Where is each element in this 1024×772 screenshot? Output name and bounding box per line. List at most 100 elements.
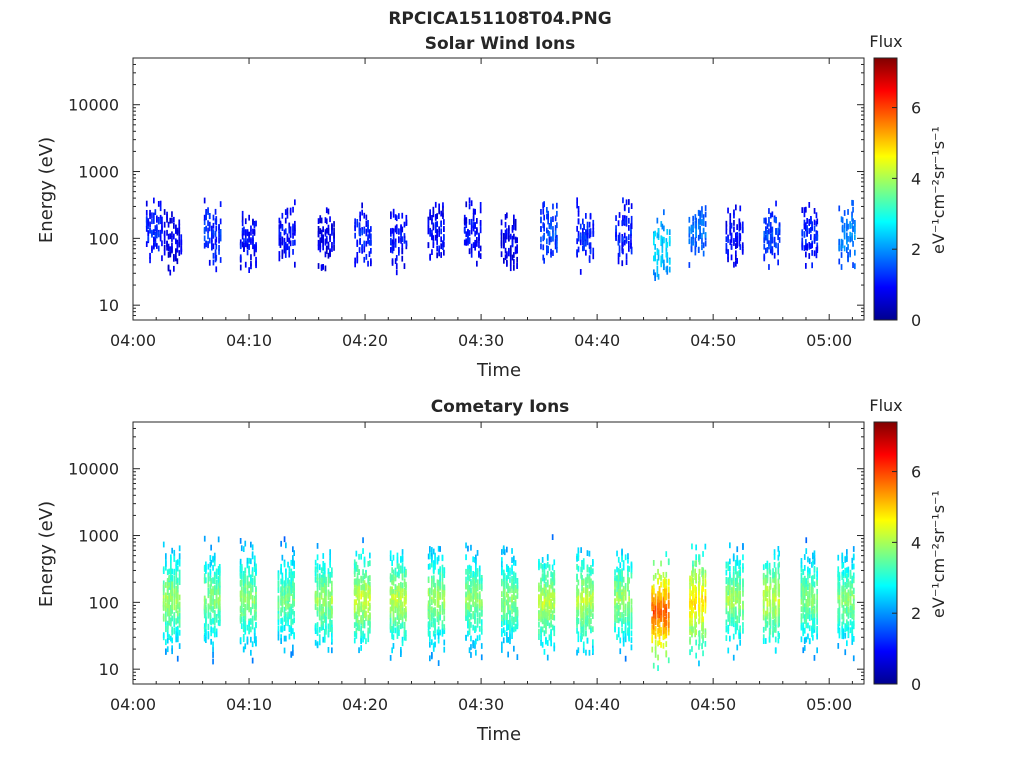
heatmap-cell (507, 607, 509, 613)
heatmap-cell (733, 655, 735, 661)
heatmap-cell (578, 636, 580, 642)
heatmap-cell (439, 630, 441, 636)
heatmap-cell (702, 606, 704, 612)
heatmap-cell (434, 611, 436, 617)
heatmap-cell (248, 566, 250, 572)
heatmap-cell (726, 563, 728, 569)
heatmap-cell (578, 211, 580, 217)
heatmap-cell (290, 611, 292, 617)
heatmap-cell (477, 611, 479, 617)
heatmap-cell (243, 601, 245, 607)
heatmap-cell (473, 209, 475, 215)
heatmap-cell (801, 229, 803, 235)
heatmap-cell (356, 240, 358, 246)
heatmap-cell (553, 559, 555, 565)
heatmap-cell (177, 595, 179, 601)
heatmap-cell (469, 237, 471, 243)
heatmap-cell (328, 253, 330, 259)
heatmap-cell (628, 602, 630, 608)
heatmap-cell (726, 635, 728, 641)
heatmap-cell (540, 217, 542, 223)
heatmap-cell (623, 632, 625, 638)
heatmap-cell (578, 566, 580, 572)
heatmap-cell (220, 219, 222, 225)
heatmap-cell (398, 564, 400, 570)
heatmap-cell (429, 212, 431, 218)
heatmap-cell (552, 216, 554, 222)
heatmap-cell (358, 594, 360, 600)
heatmap-cell (241, 545, 243, 551)
heatmap-cell (400, 608, 402, 614)
heatmap-cell (213, 223, 215, 229)
heatmap-cell (540, 585, 542, 591)
heatmap-cell (506, 614, 508, 620)
heatmap-cell (354, 579, 356, 585)
heatmap-cell (333, 239, 335, 245)
heatmap-cell (173, 234, 175, 240)
heatmap-cell (689, 618, 691, 624)
heatmap-cell (805, 263, 807, 269)
heatmap-cell (515, 606, 517, 612)
heatmap-cell (362, 575, 364, 581)
heatmap-cell (367, 561, 369, 567)
heatmap-cell (542, 627, 544, 633)
heatmap-cell (215, 209, 217, 215)
heatmap-cell (698, 585, 700, 591)
heatmap-cell (321, 237, 323, 243)
heatmap-cell (173, 605, 175, 611)
heatmap-cell (511, 628, 513, 634)
heatmap-cell (587, 222, 589, 228)
heatmap-cell (393, 580, 395, 586)
heatmap-cell (838, 259, 840, 265)
heatmap-cell (285, 636, 287, 642)
heatmap-cell (219, 564, 221, 570)
heatmap-cell (247, 585, 249, 591)
heatmap-cell (319, 564, 321, 570)
heatmap-cell (288, 246, 290, 252)
heatmap-cell (434, 642, 436, 648)
heatmap-cell (618, 632, 620, 638)
heatmap-cell (367, 615, 369, 621)
heatmap-cell (177, 578, 179, 584)
heatmap-cell (631, 216, 633, 222)
heatmap-cell (241, 566, 243, 572)
heatmap-cell (248, 629, 250, 635)
heatmap-cell (583, 242, 585, 248)
heatmap-cell (322, 578, 324, 584)
heatmap-cell (319, 578, 321, 584)
heatmap-cell (331, 567, 333, 573)
heatmap-cell (736, 242, 738, 248)
heatmap-cell (469, 248, 471, 254)
heatmap-cell (362, 602, 364, 608)
heatmap-cell (177, 559, 179, 565)
heatmap-cell (731, 587, 733, 593)
heatmap-cell (472, 598, 474, 604)
heatmap-cell (515, 248, 517, 254)
heatmap-cell (657, 655, 659, 661)
heatmap-cell (333, 245, 335, 251)
heatmap-cell (765, 219, 767, 225)
heatmap-cell (443, 609, 445, 615)
heatmap-cell (511, 565, 513, 571)
heatmap-cell (331, 246, 333, 252)
heatmap-cell (545, 602, 547, 608)
heatmap-cell (657, 591, 659, 597)
heatmap-cell (618, 557, 620, 563)
heatmap-cell (165, 597, 167, 603)
heatmap-cell (245, 218, 247, 224)
heatmap-cell (550, 249, 552, 255)
heatmap-cell (241, 590, 243, 596)
heatmap-cell (354, 599, 356, 605)
heatmap-cell (583, 606, 585, 612)
heatmap-cell (849, 223, 851, 229)
heatmap-cell (434, 634, 436, 640)
heatmap-cell (576, 226, 578, 232)
heatmap-cell (390, 624, 392, 630)
heatmap-cell (167, 611, 169, 617)
heatmap-cell (651, 596, 653, 602)
heatmap-cell (354, 258, 356, 264)
heatmap-cell (177, 230, 179, 236)
heatmap-cell (542, 602, 544, 608)
heatmap-cell (331, 637, 333, 643)
heatmap-cell (167, 578, 169, 584)
